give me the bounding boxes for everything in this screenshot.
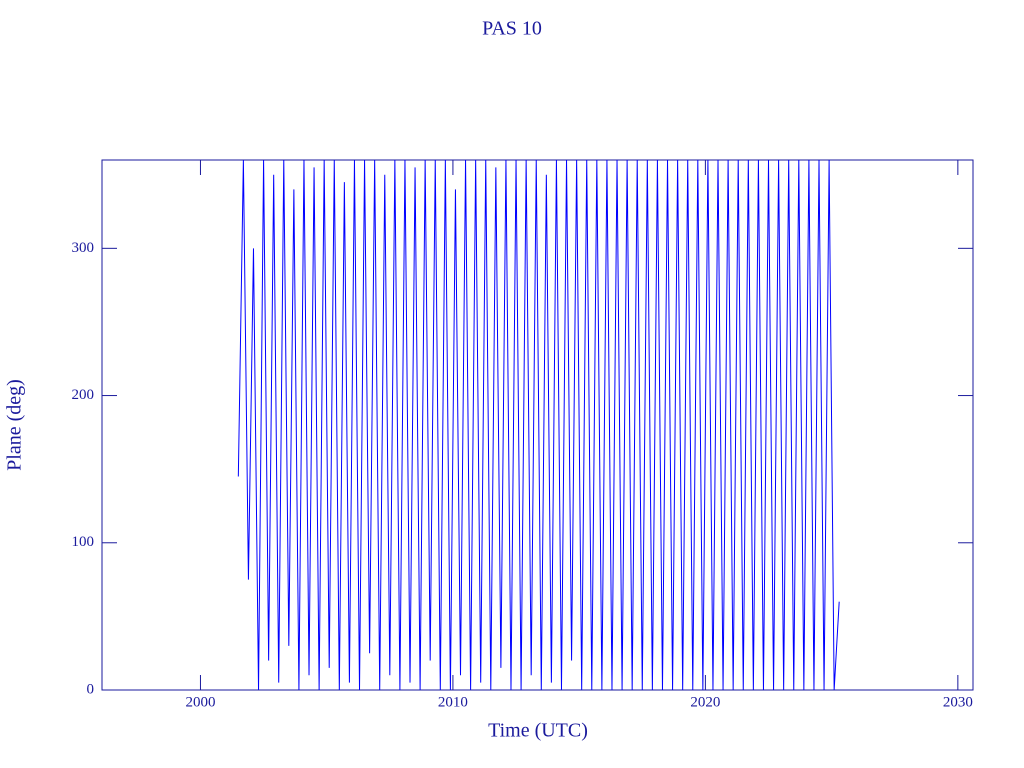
x-axis-label: Time (UTC) xyxy=(488,720,588,742)
data-line xyxy=(237,159,840,691)
x-tick-label: 2030 xyxy=(943,694,973,710)
chart-title: PAS 10 xyxy=(482,18,542,40)
plot-frame xyxy=(101,159,974,691)
x-tick-label: 2000 xyxy=(185,694,215,710)
x-tick-label: 2010 xyxy=(438,694,468,710)
y-tick-label: 100 xyxy=(72,534,95,550)
y-tick-label: 200 xyxy=(72,387,95,403)
y-axis-label: Plane (deg) xyxy=(4,379,26,471)
y-tick-label: 300 xyxy=(72,240,95,256)
x-tick-label: 2020 xyxy=(690,694,720,710)
y-tick-label: 0 xyxy=(87,681,95,697)
